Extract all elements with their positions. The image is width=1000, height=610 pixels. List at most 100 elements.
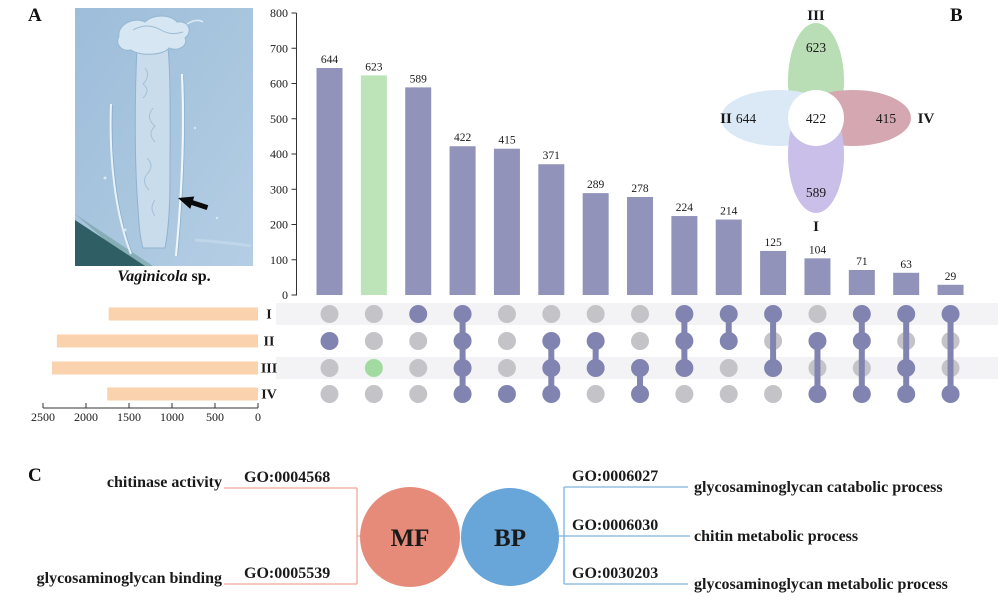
intersection-bar xyxy=(760,250,787,295)
intersection-bar xyxy=(316,67,343,296)
set-size-bar xyxy=(108,307,258,321)
crown-detail xyxy=(132,25,184,35)
y-tick-label: 400 xyxy=(270,147,288,161)
speck xyxy=(114,192,116,194)
matrix-dot-inactive xyxy=(675,385,694,403)
matrix-dot-active xyxy=(586,359,605,377)
matrix-row-label: IV xyxy=(261,388,277,403)
matrix-dot-active xyxy=(764,305,783,323)
intersection-bar xyxy=(893,272,920,295)
matrix-dot-active xyxy=(897,385,916,403)
venn-petal-label: II xyxy=(720,111,732,127)
venn-center xyxy=(788,90,844,146)
venn-center-value: 422 xyxy=(806,111,826,126)
intersection-bar-value: 224 xyxy=(676,202,694,214)
venn-petal-label: I xyxy=(813,219,819,235)
intersection-bar xyxy=(582,193,609,295)
go-term-name: glycosaminoglycan binding xyxy=(37,570,222,587)
matrix-dot-active xyxy=(764,359,783,377)
venn-petal-value: 623 xyxy=(806,40,827,55)
matrix-dot-active xyxy=(941,385,960,403)
go-id-text: GO:0006027 xyxy=(572,468,658,485)
matrix-dot-inactive xyxy=(719,359,738,377)
y-tick-label: 800 xyxy=(270,6,288,20)
matrix-dot-active xyxy=(364,359,383,377)
intersection-bar xyxy=(627,197,654,295)
matrix-row-label: II xyxy=(264,335,275,350)
intersection-bar-value: 644 xyxy=(321,54,339,66)
matrix-dot-inactive xyxy=(409,332,428,350)
matrix-dot-active xyxy=(542,359,561,377)
panel-c-label: C xyxy=(28,465,42,486)
intersection-bar-value: 63 xyxy=(900,259,912,271)
intersection-bar xyxy=(671,216,698,295)
y-tick-label: 700 xyxy=(270,41,288,55)
matrix-dot-active xyxy=(586,332,605,350)
panel-a-label: A xyxy=(28,5,42,26)
matrix-dot-inactive xyxy=(320,359,339,377)
speck xyxy=(193,126,197,130)
organism-tube xyxy=(134,47,171,249)
matrix-dot-inactive xyxy=(409,359,428,377)
go-term-name: glycosaminoglycan metabolic process xyxy=(694,576,948,593)
go-id-text: GO:0005539 xyxy=(244,565,330,582)
debris-band xyxy=(75,214,153,266)
y-tick-label: 600 xyxy=(270,77,288,91)
intersection-bar xyxy=(493,148,520,295)
go-term-name: glycosaminoglycan catabolic process xyxy=(694,479,943,496)
venn-petal-value: 644 xyxy=(736,111,757,126)
set-size-bar xyxy=(52,361,258,375)
set-size-tick-label: 2500 xyxy=(31,410,55,424)
matrix-row-label: I xyxy=(266,308,271,323)
y-tick-label: 500 xyxy=(270,112,288,126)
matrix-dot-inactive xyxy=(320,305,339,323)
matrix-dot-active xyxy=(852,305,871,323)
matrix-dot-active xyxy=(719,332,738,350)
y-tick-label: 200 xyxy=(270,218,288,232)
species-name: Vaginicola xyxy=(117,268,188,285)
matrix-dot-active xyxy=(409,305,428,323)
speck xyxy=(103,176,107,180)
pointer-arrow-icon xyxy=(178,196,209,210)
intersection-bar xyxy=(715,219,742,295)
intersection-bar-value: 623 xyxy=(365,61,383,73)
venn-petal-label: III xyxy=(807,8,825,24)
intersection-bar-value: 71 xyxy=(856,256,868,268)
set-size-tick-label: 0 xyxy=(255,410,261,424)
matrix-dot-inactive xyxy=(808,305,827,323)
matrix-dot-inactive xyxy=(764,385,783,403)
set-size-bar xyxy=(56,334,258,348)
intersection-bar-value: 278 xyxy=(631,183,649,195)
set-size-bar xyxy=(107,387,258,401)
matrix-dot-inactive xyxy=(364,305,383,323)
intersection-bar xyxy=(804,258,831,295)
y-tick-label: 0 xyxy=(282,288,288,302)
set-size-tick-label: 2000 xyxy=(74,410,98,424)
left-stalk xyxy=(109,103,132,255)
intersection-bar-value: 371 xyxy=(543,150,561,162)
y-tick-label: 300 xyxy=(270,182,288,196)
set-size-tick-label: 1500 xyxy=(117,410,141,424)
matrix-dot-inactive xyxy=(631,305,650,323)
matrix-dot-active xyxy=(453,385,472,403)
matrix-dot-active xyxy=(675,332,694,350)
go-term-name: chitinase activity xyxy=(107,474,222,491)
matrix-dot-active xyxy=(497,385,516,403)
matrix-row-label: III xyxy=(261,362,277,377)
matrix-dot-inactive xyxy=(364,332,383,350)
intersection-bar xyxy=(405,87,432,295)
matrix-dot-inactive xyxy=(586,385,605,403)
intersection-bar-value: 289 xyxy=(587,179,605,191)
intersection-bar-value: 589 xyxy=(410,73,428,85)
intersection-bar xyxy=(538,164,565,295)
intersection-bar-value: 422 xyxy=(454,132,472,144)
mf-label: MF xyxy=(391,525,430,552)
right-stalk-shadow xyxy=(177,74,185,257)
intersection-bar-value: 104 xyxy=(809,244,827,256)
matrix-dot-inactive xyxy=(409,385,428,403)
matrix-dot-active xyxy=(453,305,472,323)
speck xyxy=(123,228,127,232)
matrix-dot-inactive xyxy=(497,305,516,323)
organism-texture xyxy=(142,67,156,217)
intersection-bar xyxy=(848,269,875,295)
